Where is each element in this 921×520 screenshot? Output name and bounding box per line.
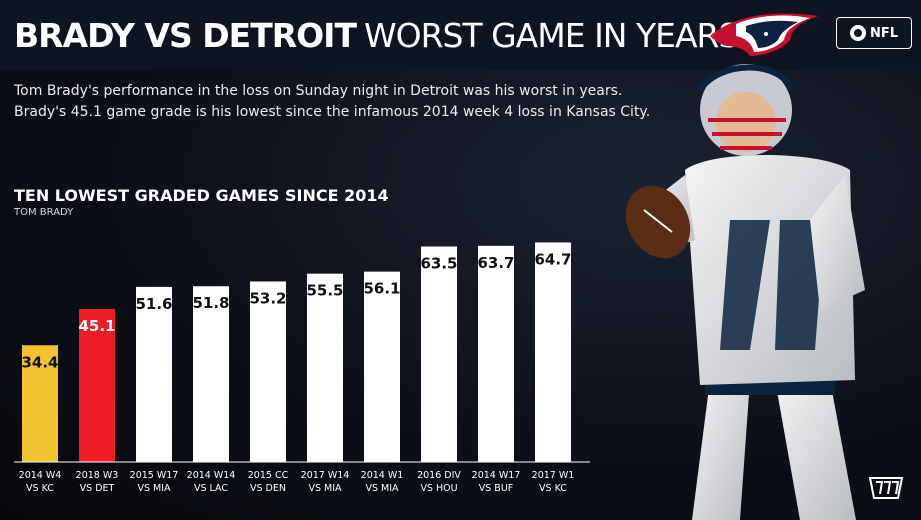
category-label-opponent: VS KC (539, 483, 567, 494)
bar-value-label: 64.7 (534, 250, 571, 268)
bar-4 (250, 281, 286, 462)
player-image (625, 64, 865, 520)
bar-value-label: 53.2 (249, 289, 286, 307)
title-light: WORST GAME IN YEARS (363, 16, 739, 55)
bar-value-label: 45.1 (78, 317, 115, 335)
category-label-game: 2014 W17 (472, 470, 521, 481)
category-label-opponent: VS MIA (137, 483, 171, 494)
bar-value-label: 51.6 (135, 295, 172, 313)
cbs-eye-icon (849, 25, 866, 41)
bar-value-label: 34.4 (21, 353, 58, 371)
bar-7 (421, 246, 457, 462)
title-bold: BRADY VS DETROIT (14, 16, 357, 55)
category-label-game: 2017 W1 (532, 470, 575, 481)
category-label-game: 2017 W14 (301, 470, 350, 481)
bar-value-label: 55.5 (306, 282, 343, 300)
bar-5 (307, 273, 343, 462)
category-label-opponent: VS HOU (420, 483, 457, 494)
intro-line-1: Tom Brady's performance in the loss on S… (14, 83, 623, 99)
bar-value-label: 51.8 (192, 294, 229, 312)
network-logo: NFL (836, 17, 912, 49)
bar-value-label: 56.1 (363, 280, 400, 298)
bar-3 (193, 286, 229, 462)
bar-6 (364, 271, 400, 462)
category-label-opponent: VS DEN (250, 483, 286, 494)
category-label-game: 2015 W17 (130, 470, 179, 481)
category-label-game: 2015 CC (248, 470, 289, 481)
bar-0 (22, 345, 58, 462)
intro-text: Tom Brady's performance in the loss on S… (14, 81, 651, 123)
bar-1 (79, 308, 115, 462)
category-label-opponent: VS DET (80, 483, 115, 494)
category-label-opponent: VS MIA (365, 483, 399, 494)
pff-logo-icon (868, 477, 904, 499)
bar-9 (535, 242, 571, 462)
category-label-game: 2014 W4 (19, 470, 62, 481)
bar-8 (478, 245, 514, 462)
header-bar: BRADY VS DETROIT WORST GAME IN YEARS NFL (0, 0, 921, 70)
bar-chart: 34.4 2014 W4 VS KC 45.1 2018 W3 VS DET 51.6 201… (14, 242, 590, 494)
chart-subtitle: TOM BRADY (14, 207, 74, 218)
category-label-opponent: VS BUF (479, 483, 513, 494)
category-label-opponent: VS KC (26, 483, 54, 494)
category-label-opponent: VS MIA (308, 483, 342, 494)
category-label-game: 2014 W1 (361, 470, 404, 481)
bar-2 (136, 286, 172, 462)
bar-value-label: 63.5 (420, 255, 457, 273)
category-label-opponent: VS LAC (194, 483, 228, 494)
page-title: BRADY VS DETROIT WORST GAME IN YEARS (14, 16, 739, 56)
network-label: NFL (869, 25, 899, 41)
intro-line-2: Brady's 45.1 game grade is his lowest si… (14, 104, 651, 120)
category-label-game: 2014 W14 (187, 470, 236, 481)
bar-value-label: 63.7 (477, 254, 514, 272)
category-label-game: 2016 DIV (417, 470, 461, 481)
category-label-game: 2018 W3 (76, 470, 119, 481)
chart-title: TEN LOWEST GRADED GAMES SINCE 2014 (14, 186, 389, 205)
patriots-logo-icon (710, 13, 818, 57)
